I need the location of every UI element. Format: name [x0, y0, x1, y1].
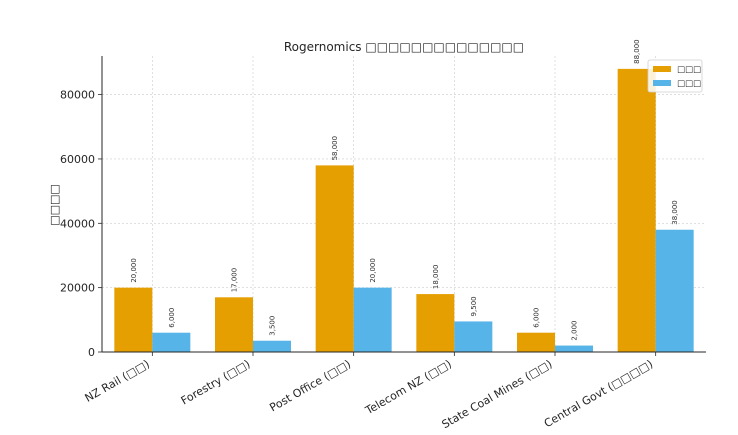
bar-value-label: 38,000 [671, 200, 679, 225]
y-tick-label: 40000 [60, 217, 95, 230]
y-tick-label: 60000 [60, 153, 95, 166]
legend-label: □□□ [677, 65, 701, 75]
bar-value-label: 18,000 [432, 265, 440, 290]
bar-series-2 [152, 332, 191, 352]
y-tick-label: 80000 [60, 89, 95, 102]
y-tick-label: 0 [88, 346, 95, 359]
legend-label: □□□ [677, 79, 701, 89]
bar-series-2 [253, 340, 291, 352]
bar-series-1 [114, 287, 153, 352]
y-tick-label: 20000 [60, 282, 95, 295]
bar-value-label: 17,000 [231, 268, 239, 293]
bar-value-label: 6,000 [168, 308, 176, 328]
bar-value-label: 88,000 [633, 39, 641, 64]
x-tick-label: Central Govt (□□□□) [542, 357, 655, 430]
grid [102, 56, 706, 353]
chart-title: Rogernomics □□□□□□□□□□□□□□ [284, 40, 524, 54]
axes: 0 20000 40000 60000 80000 NZ Rail (□□) Forestr… [60, 56, 706, 431]
bar-series-2 [555, 345, 593, 352]
bar-series-1 [315, 165, 354, 352]
bar-value-label: 20,000 [369, 258, 377, 283]
bar-series-1 [517, 332, 555, 352]
bar-value-label: 9,500 [470, 296, 478, 316]
bar-series-1 [617, 68, 656, 352]
bar-series-2 [454, 321, 493, 352]
x-tick-label: Forestry (□□) [179, 357, 253, 407]
legend: □□□ □□□ [647, 59, 703, 93]
bar-value-label: 20,000 [130, 258, 138, 283]
bar-series-1 [215, 297, 253, 352]
bar-value-label: 6,000 [533, 308, 541, 328]
x-tick-label: Telecom NZ (□□) [362, 357, 453, 417]
bar-value-label: 3,500 [269, 316, 277, 336]
bar-value-label: 58,000 [331, 136, 339, 161]
bar-value-label: 2,000 [571, 321, 579, 341]
bar-series-1 [416, 294, 455, 352]
bars: 20,000 6,000 17,000 3,500 58,000 20,000 18,000… [114, 39, 694, 352]
legend-swatch [653, 66, 671, 72]
bar-series-2 [655, 229, 694, 352]
x-tick-label: Post Office (□□) [267, 357, 353, 414]
x-tick-label: NZ Rail (□□) [83, 357, 152, 404]
x-tick-label: State Coal Mines (□□) [440, 357, 555, 431]
legend-swatch [653, 80, 671, 86]
y-axis-label: □□□□ [48, 184, 61, 226]
bar-series-2 [353, 287, 392, 352]
